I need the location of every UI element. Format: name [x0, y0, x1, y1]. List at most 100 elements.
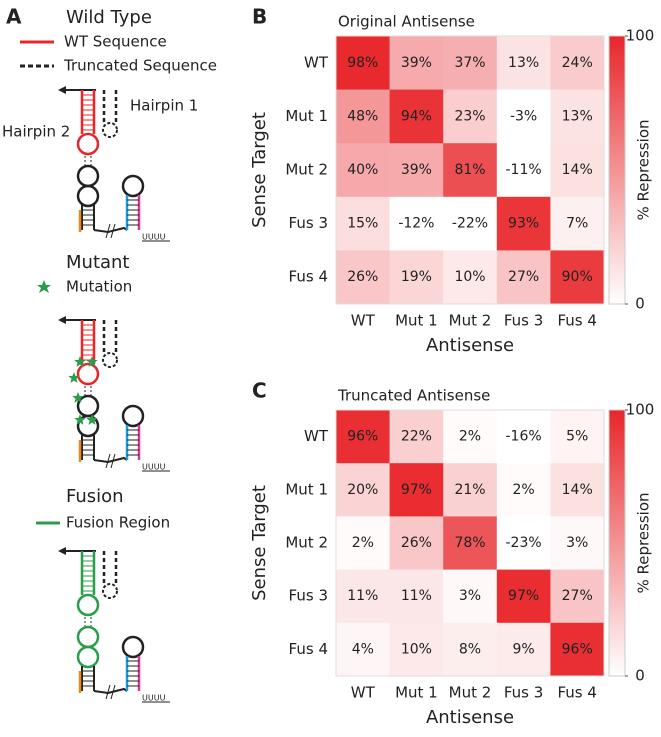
- section-title: Fusion: [66, 486, 124, 507]
- cell-label: 10%: [401, 641, 432, 657]
- cell-label: 9%: [512, 641, 534, 657]
- colorbar: [608, 409, 626, 677]
- mutation-star: [68, 372, 80, 383]
- heatmap-cell: [443, 143, 498, 198]
- heatmap-cell: [336, 196, 390, 251]
- mutation-star: [74, 356, 86, 367]
- heatmap-cell: [496, 569, 551, 624]
- cell-label: 4%: [352, 641, 374, 657]
- cell-label: 2%: [459, 429, 481, 445]
- y-tick-label: WT: [304, 53, 329, 71]
- loop: [76, 132, 100, 156]
- heatmap-cell: [389, 410, 444, 464]
- poly-u-tail: UUUU: [142, 233, 166, 242]
- y-tick-label: Mut 1: [285, 107, 328, 125]
- heatmap-cell: [336, 36, 390, 90]
- heatmap-cell: [550, 89, 605, 144]
- mutation-star: [72, 392, 84, 403]
- cell-label: 15%: [347, 216, 378, 232]
- x-tick-label: Fus 3: [504, 684, 543, 702]
- heatmap-cell: [336, 516, 390, 570]
- cell-label: 20%: [347, 482, 378, 498]
- break: [110, 223, 116, 239]
- target-strand: [93, 687, 128, 695]
- target-loop: [76, 394, 100, 418]
- chart-title: Truncated Antisense: [337, 387, 490, 405]
- heatmap-cell: [550, 569, 605, 624]
- target-strand: [93, 456, 128, 464]
- x-tick-label: Mut 2: [449, 312, 492, 330]
- heatmap-cell: [443, 250, 498, 305]
- terminator-loop: [121, 174, 145, 198]
- panel-label: C: [252, 379, 267, 403]
- heatmap-cell: [550, 250, 605, 305]
- x-tick-label: WT: [351, 312, 376, 330]
- break: [105, 453, 111, 469]
- cell-label: 26%: [401, 535, 432, 551]
- target-strand: [93, 226, 128, 234]
- cell-label: 93%: [508, 216, 539, 232]
- target-loop: [76, 164, 100, 188]
- cell-label: 3%: [566, 535, 588, 551]
- break: [110, 684, 116, 700]
- cell-label: -22%: [452, 216, 488, 232]
- heatmap-cell: [336, 89, 390, 144]
- cell-label: 81%: [454, 162, 485, 178]
- cell-label: 22%: [401, 429, 432, 445]
- cell-label: 23%: [454, 108, 485, 124]
- cell-label: 96%: [347, 429, 378, 445]
- target-loop: [76, 414, 100, 438]
- colorbar-label: % Repression: [635, 119, 653, 220]
- cell-label: 97%: [401, 482, 432, 498]
- y-tick-label: Mut 1: [285, 480, 328, 498]
- cell-label: 39%: [401, 55, 432, 71]
- cell-label: 11%: [347, 588, 378, 604]
- heatmap-cell: [550, 196, 605, 251]
- heatmap-cell: [496, 410, 551, 464]
- heatmap-cell: [443, 569, 498, 624]
- cell-label: -23%: [506, 535, 542, 551]
- heatmap-cell: [443, 410, 498, 464]
- loop: [76, 362, 100, 386]
- y-tick-label: Fus 4: [289, 268, 328, 286]
- cell-label: 48%: [347, 108, 378, 124]
- cell-label: 3%: [459, 588, 481, 604]
- cell-label: 27%: [562, 588, 593, 604]
- mutation-star: [74, 414, 86, 425]
- heatmap-cell: [443, 622, 498, 677]
- arrowhead: [58, 547, 66, 555]
- heatmap-cell: [496, 516, 551, 570]
- panel-label: A: [6, 5, 22, 29]
- heatmap-cell: [336, 622, 390, 677]
- y-tick-label: Fus 4: [289, 640, 328, 658]
- heatmap-cell: [389, 89, 444, 144]
- heatmap-cell: [496, 250, 551, 305]
- cell-label: 13%: [562, 108, 593, 124]
- chart-title: Original Antisense: [338, 13, 475, 31]
- arrowhead: [58, 316, 66, 324]
- poly-u-tail: UUUU: [142, 694, 166, 703]
- cell-label: 96%: [562, 641, 593, 657]
- cell-label: 24%: [562, 55, 593, 71]
- cell-label: 39%: [401, 162, 432, 178]
- heatmap-cell: [496, 463, 551, 517]
- heatmap-cell: [550, 143, 605, 198]
- heatmap-cell: [443, 89, 498, 144]
- legend-label: Fusion Region: [66, 514, 170, 532]
- heatmap-cell: [550, 622, 605, 677]
- panel-label: B: [252, 5, 267, 29]
- heatmap-cell: [496, 196, 551, 251]
- heatmap-cell: [496, 622, 551, 677]
- annotation: Hairpin 2: [2, 123, 70, 141]
- mutation-star: [86, 414, 98, 425]
- cell-label: -11%: [506, 162, 542, 178]
- cell-label: 2%: [512, 482, 534, 498]
- cell-label: 14%: [562, 482, 593, 498]
- heatmap-cell: [443, 36, 498, 90]
- heatmap-cell: [443, 463, 498, 517]
- x-tick-label: Fus 3: [504, 312, 543, 330]
- loop: [76, 593, 100, 617]
- colorbar-tick-label: 100: [626, 401, 655, 419]
- colorbar: [608, 35, 626, 305]
